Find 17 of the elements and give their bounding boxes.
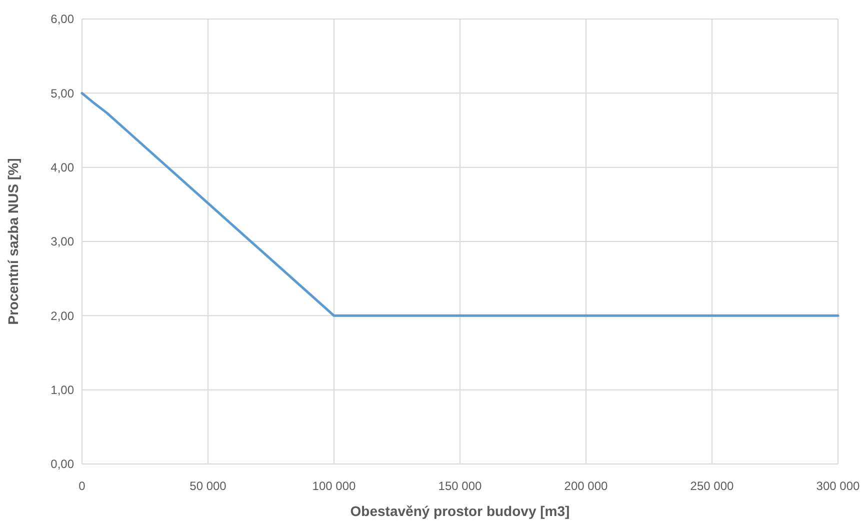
- x-tick-label: 100 000: [312, 479, 356, 493]
- y-axis-title: Procentní sazba NUS [%]: [5, 158, 21, 325]
- line-series: [80, 92, 840, 317]
- x-axis-title: Obestavěný prostor budovy [m3]: [350, 503, 570, 519]
- x-tick-label: 300 000: [816, 479, 860, 493]
- x-tick-label: 150 000: [438, 479, 482, 493]
- x-tick-label: 50 000: [190, 479, 227, 493]
- y-tick-label: 2,00: [50, 308, 74, 323]
- y-tick-label: 6,00: [50, 12, 74, 26]
- x-tick-label: 0: [78, 479, 86, 493]
- y-tick-label: 4,00: [50, 160, 74, 175]
- x-tick-label: 200 000: [564, 479, 608, 493]
- y-tick-label: 1,00: [50, 383, 74, 398]
- y-tick-label: 3,00: [50, 234, 74, 249]
- y-tick-label: 0,00: [50, 457, 74, 472]
- x-tick-label: 250 000: [690, 479, 734, 493]
- y-tick-label: 5,00: [50, 86, 74, 100]
